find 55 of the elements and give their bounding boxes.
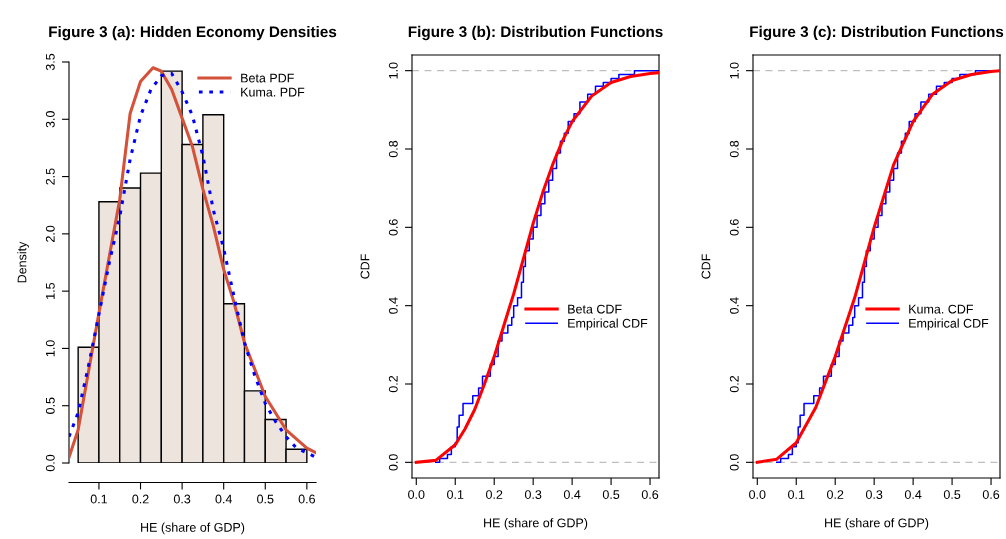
x-tick-label: 0.0 <box>408 490 425 499</box>
y-axis-title: CDF <box>701 254 711 279</box>
y-tick-label: 0.2 <box>388 375 398 393</box>
legend-label: Kuma. CDF <box>909 304 973 314</box>
x-tick-label: 0.1 <box>90 494 108 504</box>
y-tick-label: 0.8 <box>729 140 739 158</box>
x-tick-label: 0.6 <box>982 490 1000 499</box>
x-tick-label: 0.1 <box>788 490 805 499</box>
legend-label: Beta PDF <box>241 73 294 83</box>
x-tick-label: 0.3 <box>865 490 883 499</box>
x-tick-label: 0.4 <box>215 494 233 504</box>
y-tick-label: 0.4 <box>729 297 739 314</box>
y-tick-label: 0.5 <box>45 397 55 414</box>
x-tick-label: 0.5 <box>943 490 961 499</box>
x-tick-label: 0.6 <box>641 490 659 499</box>
x-tick-label: 0.4 <box>563 490 581 499</box>
y-tick-label: 0.2 <box>729 375 739 393</box>
chart-title: Figure 3 (c): Distribution Functions <box>750 25 1004 41</box>
x-tick-label: 0.3 <box>524 490 542 499</box>
x-axis-title: HE (share of GDP) <box>141 522 245 535</box>
x-tick-label: 0.1 <box>447 490 464 499</box>
y-tick-label: 0.0 <box>388 454 398 471</box>
chart-title: Figure 3 (a): Hidden Economy Densities <box>49 25 337 41</box>
x-tick-label: 0.2 <box>827 490 844 499</box>
x-tick-label: 0.6 <box>298 494 315 504</box>
x-tick-label: 0.3 <box>173 494 191 504</box>
y-tick-label: 0.0 <box>45 454 55 472</box>
x-axis-title: HE (share of GDP) <box>825 518 929 530</box>
y-tick-label: 1.0 <box>388 62 398 79</box>
x-tick-label: 0.2 <box>132 494 149 504</box>
x-tick-label: 0.5 <box>602 490 620 499</box>
x-tick-label: 0.4 <box>904 490 922 499</box>
y-tick-label: 3.0 <box>45 111 55 128</box>
legend-label: Empirical CDF <box>909 318 989 331</box>
y-axis-title: Density <box>17 241 29 283</box>
legend-label: Beta CDF <box>568 304 622 314</box>
y-axis-title: CDF <box>360 254 370 279</box>
legend-label: Empirical CDF <box>568 318 648 331</box>
y-tick-label: 0.8 <box>388 140 398 158</box>
y-tick-label: 2.0 <box>45 225 55 242</box>
y-tick-label: 0.6 <box>729 219 739 236</box>
y-tick-label: 1.5 <box>46 282 55 299</box>
legend-label: Kuma. PDF <box>241 87 305 97</box>
y-tick-label: 0.0 <box>729 454 739 471</box>
y-tick-label: 1.0 <box>729 62 739 79</box>
x-axis-title: HE (share of GDP) <box>484 518 588 530</box>
x-tick-label: 0.2 <box>486 490 503 499</box>
y-tick-label: 0.6 <box>388 219 398 236</box>
x-tick-label: 0.5 <box>257 494 274 504</box>
y-tick-label: 0.4 <box>388 297 398 314</box>
y-tick-label: 2.5 <box>45 168 55 185</box>
chart-title: Figure 3 (b): Distribution Functions <box>408 25 663 41</box>
x-tick-label: 0.0 <box>749 490 766 499</box>
y-tick-label: 1.0 <box>45 340 55 357</box>
y-tick-label: 3.5 <box>45 53 55 71</box>
